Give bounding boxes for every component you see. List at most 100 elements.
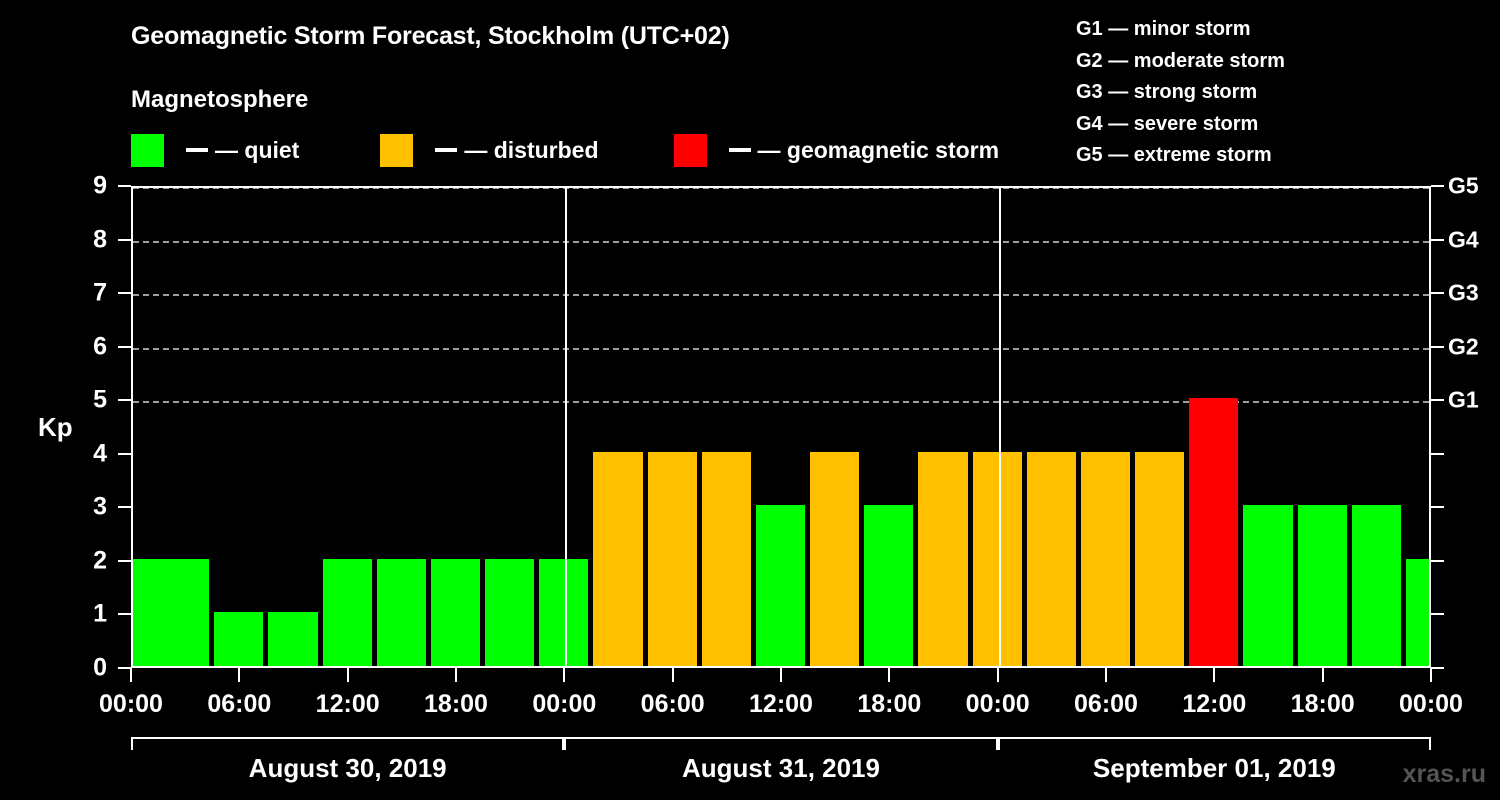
x-tick-label: 06:00	[207, 690, 272, 718]
gridline-kp-9	[133, 188, 1429, 189]
g-legend-row-g2: G2 — moderate storm	[1076, 49, 1285, 72]
y-tick-mark	[118, 613, 131, 616]
x-tick-mark	[1105, 668, 1107, 682]
x-tick-label: 00:00	[532, 690, 597, 718]
y-tick-label-2: 2	[93, 546, 107, 575]
bar	[1297, 505, 1347, 666]
legend-item-disturbed: — disturbed	[380, 133, 599, 167]
bar	[593, 451, 643, 666]
date-label: September 01, 2019	[1092, 753, 1336, 783]
bar	[214, 612, 264, 666]
g-legend-row-g1: G1 — minor storm	[1076, 18, 1251, 40]
x-tick-mark	[1321, 668, 1324, 682]
date-bracket	[997, 737, 1431, 750]
g-legend-row-g3: G3 — strong storm	[1076, 81, 1258, 103]
g-tick-mark	[1431, 452, 1444, 455]
bar	[322, 558, 372, 666]
y-tick-label-9: 9	[93, 171, 107, 200]
bar	[1135, 451, 1185, 666]
x-tick-label: 00:00	[965, 690, 1030, 718]
y-tick-label-7: 7	[93, 278, 107, 307]
x-tick-mark	[671, 668, 674, 682]
day-divider	[998, 188, 1001, 666]
y-axis-title: Kp	[38, 412, 73, 442]
y-tick-mark	[118, 399, 131, 402]
day-divider	[565, 188, 568, 666]
x-tick-label: 18:00	[424, 690, 488, 718]
g-tick-mark	[1431, 506, 1444, 509]
plot-area	[131, 186, 1431, 668]
x-tick-mark	[888, 668, 891, 682]
page-title: Geomagnetic Storm Forecast, Stockholm (U…	[131, 22, 730, 50]
bar	[539, 558, 589, 666]
quiet-swatch	[131, 133, 164, 167]
storm-swatch	[673, 133, 707, 167]
bar	[430, 558, 481, 666]
g-tick-mark	[1431, 185, 1444, 187]
plot-inner	[133, 188, 1429, 666]
bar	[485, 558, 535, 666]
y-tick-mark	[118, 667, 131, 669]
bar	[376, 558, 426, 666]
g-legend-row-g5: G5 — extreme storm	[1076, 144, 1272, 166]
bar	[810, 451, 860, 666]
bar	[1405, 558, 1429, 666]
bar	[133, 558, 183, 666]
x-tick-label: 18:00	[857, 690, 922, 718]
g-tick-label-g4: G4	[1448, 226, 1479, 253]
date-bracket	[131, 737, 565, 750]
x-tick-label: 12:00	[1182, 690, 1247, 718]
bar	[701, 451, 751, 666]
x-tick-mark	[996, 668, 999, 682]
date-label: August 31, 2019	[682, 753, 880, 783]
y-tick-mark	[118, 559, 131, 562]
g-tick-mark	[1431, 292, 1444, 295]
date-bracket	[564, 737, 998, 750]
legend-label-disturbed: — disturbed	[464, 136, 599, 163]
color-legend: — quiet — disturbed — geomagnetic storm	[131, 133, 999, 167]
g-legend-row-g4: G4 — severe storm	[1076, 112, 1259, 135]
legend-item-quiet: — quiet	[131, 133, 299, 167]
g-tick-label-g5: G5	[1448, 172, 1479, 199]
y-tick-label-5: 5	[93, 385, 107, 414]
y-tick-mark	[118, 292, 131, 295]
x-tick-mark	[238, 668, 241, 682]
y-tick-label-3: 3	[93, 492, 107, 521]
bar	[972, 451, 1022, 666]
bar	[755, 505, 806, 666]
bar	[268, 612, 318, 666]
x-tick-mark	[346, 668, 349, 682]
watermark: xras.ru	[1402, 760, 1486, 788]
g-tick-mark	[1431, 667, 1444, 669]
gridline-kp-7	[133, 294, 1429, 297]
bar	[1243, 505, 1293, 666]
y-tick-label-8: 8	[93, 225, 107, 254]
g-scale-legend: G1 — minor storm G2 — moderate storm G3 …	[1076, 14, 1285, 172]
legend-dash-icon	[728, 148, 751, 152]
x-tick-label: 00:00	[99, 690, 163, 718]
y-tick-mark	[118, 185, 131, 187]
g-tick-mark	[1431, 399, 1444, 402]
x-tick-mark	[780, 668, 782, 682]
date-bracket-row	[131, 737, 1431, 751]
x-tick-mark	[1430, 668, 1432, 682]
x-tick-label: 12:00	[749, 690, 813, 718]
x-tick-mark	[455, 668, 457, 682]
bar	[1189, 398, 1239, 666]
y-tick-mark	[118, 345, 131, 348]
bar	[1080, 451, 1131, 666]
bar	[1026, 451, 1076, 666]
g-tick-label-g3: G3	[1448, 279, 1479, 306]
x-tick-label: 00:00	[1399, 690, 1463, 718]
legend-dash-icon	[435, 148, 458, 152]
series-label: Magnetosphere	[131, 86, 309, 113]
legend-item-storm: — geomagnetic storm	[673, 133, 999, 167]
gridline-kp-6	[133, 347, 1429, 350]
g-tick-label-g1: G1	[1448, 386, 1479, 413]
g-tick-mark	[1431, 238, 1444, 241]
x-tick-label: 18:00	[1290, 690, 1355, 718]
bar	[864, 505, 914, 666]
date-label: August 30, 2019	[248, 753, 447, 783]
x-tick-label: 12:00	[315, 690, 380, 718]
gridline-kp-8	[133, 240, 1429, 243]
